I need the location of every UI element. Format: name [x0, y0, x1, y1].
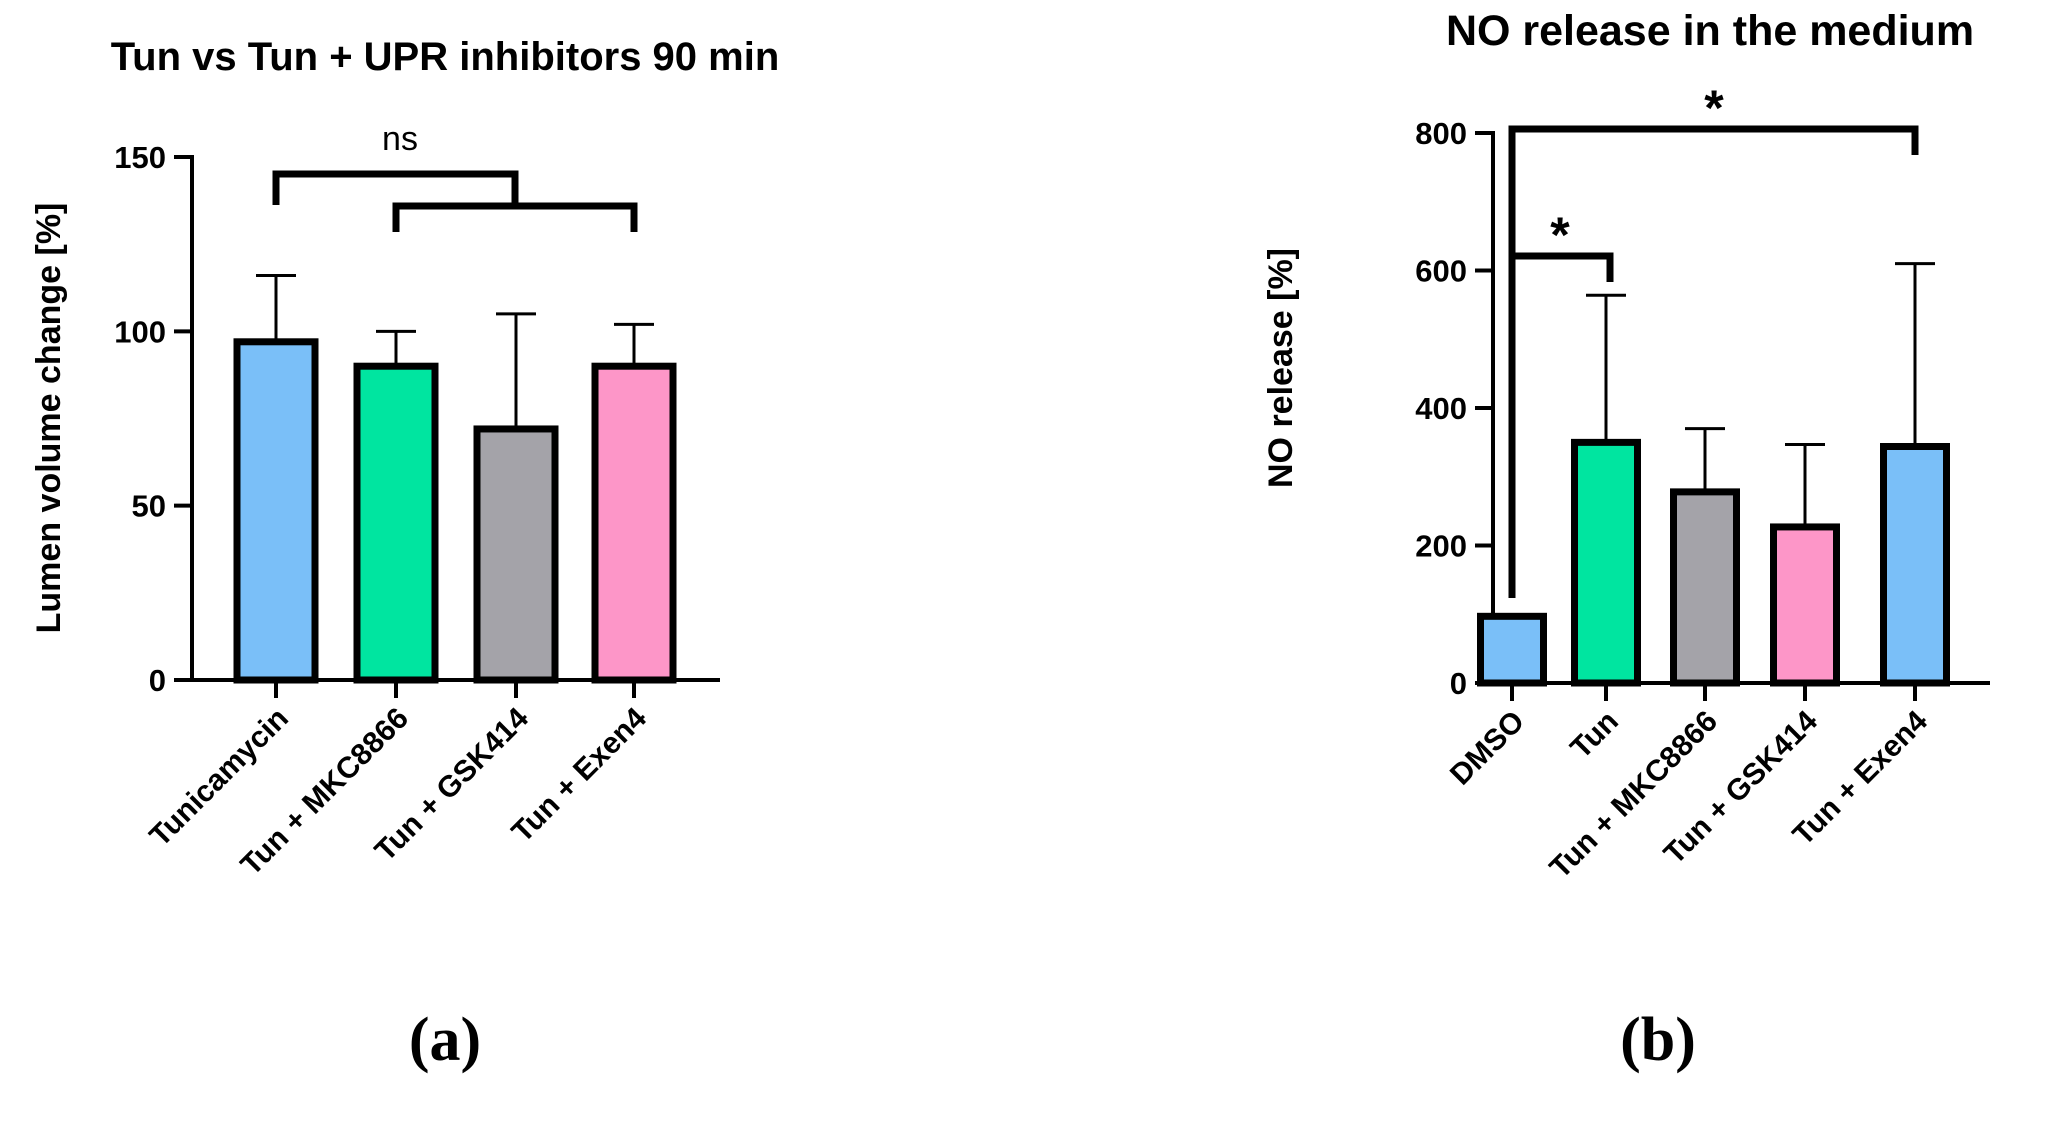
y-axis-label-b: NO release [%]: [1262, 248, 1300, 488]
y-tick-label-a: 100: [114, 314, 166, 349]
significance-label-b: *: [1550, 207, 1570, 263]
y-tick-label-a: 150: [114, 140, 166, 175]
significance-bracket-group-a: [392, 202, 638, 232]
bar-b: [1770, 523, 1840, 687]
significance-label-b: *: [1704, 80, 1724, 136]
panel-label-b: (b): [1620, 1006, 1696, 1074]
y-tick-label-a: 0: [149, 663, 166, 698]
x-category-label-b: DMSO: [1444, 705, 1531, 792]
significance-label-a: ns: [382, 120, 418, 158]
y-tick-label-a: 50: [132, 489, 166, 524]
chart-a: Tun vs Tun + UPR inhibitors 90 min Lumen …: [30, 35, 779, 1074]
significance-bracket-b: [1508, 125, 1919, 256]
bar-a: [591, 362, 677, 684]
bar-b: [1880, 443, 1950, 687]
y-tick-label-b: 600: [1415, 254, 1467, 289]
bar-a: [353, 362, 439, 684]
y-axis-label-a: Lumen volume change [%]: [30, 203, 68, 634]
y-tick-label-b: 0: [1450, 666, 1467, 701]
y-tick-label-b: 800: [1415, 116, 1467, 151]
significance-bracket-b: [1508, 252, 1614, 598]
significance-bracket-a: [272, 170, 519, 206]
chart-title-a: Tun vs Tun + UPR inhibitors 90 min: [111, 35, 780, 79]
chart-b: NO release in the medium NO release [%] 0 2…: [1262, 7, 1990, 1074]
bar-a: [233, 338, 319, 684]
bar-a: [473, 425, 559, 684]
x-category-label-b: Tun: [1564, 705, 1625, 766]
chart-title-b: NO release in the medium: [1446, 7, 1974, 55]
x-category-label-b: Tun + MKC8866: [1544, 705, 1724, 885]
bar-b: [1477, 612, 1547, 687]
bar-b: [1571, 438, 1641, 687]
y-tick-label-b: 400: [1415, 391, 1467, 426]
bar-b: [1670, 488, 1740, 687]
panel-label-a: (a): [409, 1006, 481, 1074]
y-tick-label-b: 200: [1415, 529, 1467, 564]
